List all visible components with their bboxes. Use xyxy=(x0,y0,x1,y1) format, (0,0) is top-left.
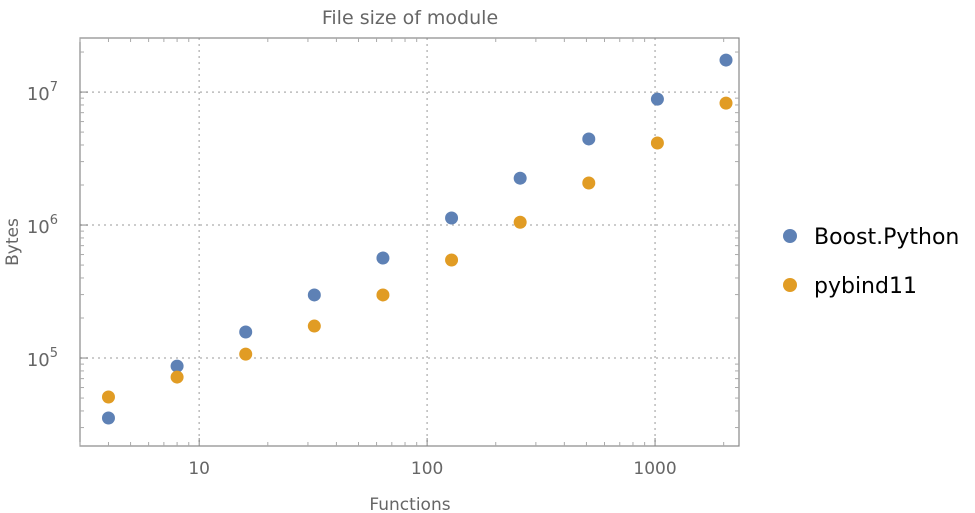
data-point-pybind11 xyxy=(307,319,321,333)
legend-item[interactable]: Boost.Python xyxy=(783,225,959,250)
plot-frame xyxy=(79,37,740,447)
data-point-boost-python xyxy=(445,211,459,225)
data-point-boost-python xyxy=(170,359,184,373)
data-point-pybind11 xyxy=(513,215,527,229)
y-tick-label: 107 xyxy=(27,80,58,105)
data-point-pybind11 xyxy=(170,370,184,384)
data-point-boost-python xyxy=(307,288,321,302)
data-point-boost-python xyxy=(101,411,115,425)
data-point-pybind11 xyxy=(719,96,733,110)
data-point-boost-python xyxy=(650,92,664,106)
ticks: 10 100 1000 105 106 107 xyxy=(27,38,739,479)
legend[interactable]: Boost.Python pybind11 xyxy=(783,225,959,299)
data-point-boost-python xyxy=(376,251,390,265)
points xyxy=(101,53,733,425)
x-tick-label: 100 xyxy=(411,459,443,479)
data-point-boost-python xyxy=(239,325,253,339)
legend-label: Boost.Python xyxy=(814,225,959,250)
data-point-pybind11 xyxy=(376,288,390,302)
data-point-boost-python xyxy=(513,171,527,185)
data-point-pybind11 xyxy=(101,390,115,404)
y-tick-label: 105 xyxy=(27,346,58,371)
chart-title: File size of module xyxy=(322,7,498,29)
data-point-pybind11 xyxy=(239,347,253,361)
x-tick-label: 10 xyxy=(188,459,210,479)
data-point-boost-python xyxy=(582,132,596,146)
y-tick-label: 106 xyxy=(27,213,58,238)
data-point-pybind11 xyxy=(445,253,459,267)
legend-marker xyxy=(783,278,797,292)
y-axis-label: Bytes xyxy=(3,218,23,266)
x-axis-label: Functions xyxy=(369,495,450,513)
x-tick-label: 1000 xyxy=(633,459,676,479)
legend-label: pybind11 xyxy=(814,274,917,299)
data-point-pybind11 xyxy=(582,176,596,190)
legend-marker xyxy=(783,229,797,243)
grid xyxy=(80,38,739,446)
data-point-pybind11 xyxy=(650,136,664,150)
legend-item[interactable]: pybind11 xyxy=(783,274,917,299)
data-point-boost-python xyxy=(719,53,733,67)
